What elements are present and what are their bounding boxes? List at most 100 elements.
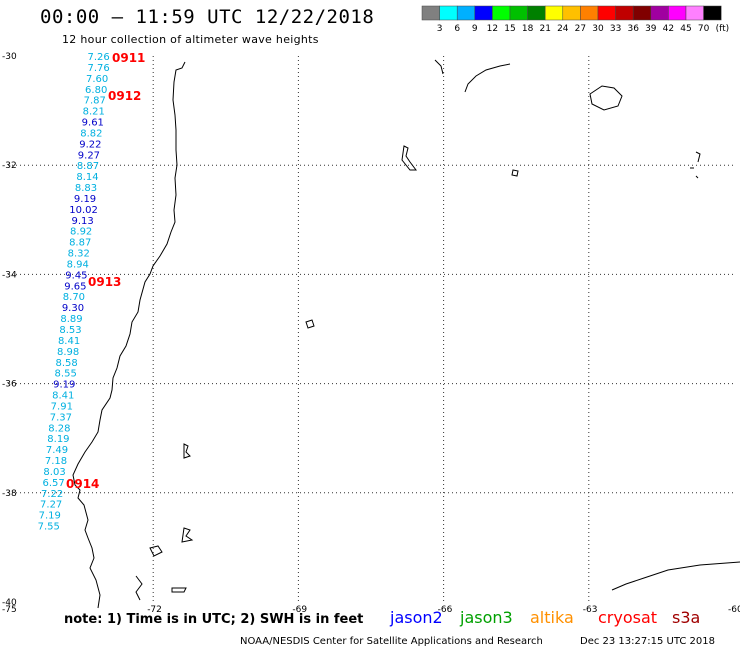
wave-height-value: 7.19: [39, 511, 61, 522]
wave-height-value: 8.87: [77, 161, 99, 172]
wave-height-value: 9.19: [74, 194, 96, 205]
wave-height-value: 9.13: [71, 216, 93, 227]
islet-b: [511, 169, 519, 177]
wave-height-value: 8.41: [52, 391, 74, 402]
island-chiloe-c: [135, 575, 143, 601]
wave-height-value: 8.94: [67, 259, 89, 270]
wave-height-value: 7.55: [38, 522, 60, 533]
color-bin: [580, 5, 599, 21]
ne-coastline-b: [464, 63, 511, 93]
wave-height-value: 7.37: [50, 412, 72, 423]
island-chiloe-a: [181, 527, 194, 543]
wave-height-value: 6.57: [42, 478, 64, 489]
color-bin: [597, 5, 616, 21]
time-label: 0911: [112, 51, 145, 65]
color-bin: [474, 5, 493, 21]
color-bin: [544, 5, 564, 21]
wave-height-value: 8.98: [57, 347, 79, 358]
wave-height-value: 9.22: [79, 139, 101, 150]
satellite-legend-item: cryosat: [598, 608, 658, 627]
color-scale-unit: (ft): [716, 24, 730, 34]
footer-credit: NOAA/NESDIS Center for Satellite Applica…: [240, 636, 543, 647]
wave-height-value: 8.32: [68, 249, 90, 260]
wave-height-value: 7.60: [86, 74, 108, 85]
color-bin-label: 24: [557, 24, 569, 34]
wave-height-value: 8.58: [56, 358, 78, 369]
color-bin-label: 36: [627, 24, 639, 34]
east-islet-c: [695, 175, 699, 179]
coastline: [72, 59, 740, 609]
lon-tick-label: -63: [583, 605, 598, 615]
color-bin: [456, 5, 476, 21]
wave-height-value: 9.30: [62, 303, 84, 314]
wave-height-value: 8.83: [75, 183, 97, 194]
lat-tick-label: -30: [2, 52, 17, 62]
wave-height-value: 8.92: [70, 227, 92, 238]
color-bin-label: 6: [454, 24, 460, 34]
wave-height-value: 8.19: [47, 434, 69, 445]
ne-coastline-a: [434, 59, 444, 75]
page-subtitle: 12 hour collection of altimeter wave hei…: [62, 33, 319, 46]
color-bin: [527, 5, 546, 21]
wave-height-value: 8.70: [63, 292, 85, 303]
color-bin-label: 15: [504, 24, 515, 34]
wave-height-value: 7.91: [51, 401, 73, 412]
lon-tick-label: -60: [728, 605, 740, 615]
color-bin: [509, 5, 528, 21]
wave-height-value: 7.49: [46, 445, 68, 456]
color-bin: [615, 5, 634, 21]
lon-tick-label: -69: [292, 605, 307, 615]
satellite-legend-item: jason3: [460, 608, 513, 627]
color-bin: [668, 5, 687, 21]
color-scale-legend: 3 6 9 12 15 18 21 24 27 30 33 36 39 42 45 70 (ft): [421, 5, 730, 34]
ne-island: [589, 85, 623, 111]
color-bin-label: 39: [645, 24, 657, 34]
color-bin: [632, 5, 652, 21]
color-bin-label: 12: [487, 24, 498, 34]
color-bin-label: 33: [610, 24, 621, 34]
color-bin: [439, 5, 458, 21]
lat-tick-label: -38: [2, 489, 17, 499]
color-bin-label: 27: [575, 24, 586, 34]
lon-tick-label: -66: [438, 605, 453, 615]
satellite-legend-item: altika: [530, 608, 574, 627]
wave-height-value: 8.03: [43, 467, 65, 478]
wave-height-value: 7.18: [45, 456, 67, 467]
wave-height-value: 8.55: [55, 369, 77, 380]
se-coastline: [611, 561, 740, 591]
satellite-legend-item: s3a: [672, 608, 701, 627]
wave-height-value: 10.02: [69, 205, 98, 216]
color-bin-label: 18: [522, 24, 534, 34]
wave-height-value: 8.28: [48, 423, 70, 434]
island-juan-fernandez: [305, 319, 315, 329]
island-chiloe-d: [171, 587, 187, 593]
color-bin-label: 42: [663, 24, 674, 34]
page-title: 00:00 – 11:59 UTC 12/22/2018: [40, 6, 375, 28]
color-bin: [703, 5, 722, 21]
lat-tick-label: -34: [2, 270, 17, 280]
chile-coastline: [72, 61, 186, 609]
wave-height-value: 7.87: [84, 96, 106, 107]
wave-height-value: 8.14: [76, 172, 98, 183]
color-bin: [562, 5, 581, 21]
islet-a: [401, 145, 417, 171]
color-bin-label: 9: [472, 24, 478, 34]
color-bin-label: 70: [698, 24, 710, 34]
graticule: [8, 56, 734, 602]
footer-note: note: 1) Time is in UTC; 2) SWH is in fe…: [64, 612, 364, 627]
lat-tick-label: -40: [2, 598, 17, 608]
island-chiloe-b: [149, 545, 163, 557]
wave-height-value: 9.19: [53, 380, 75, 391]
wave-height-value: 8.21: [83, 107, 105, 118]
color-bin-label: 3: [437, 24, 443, 34]
color-bin-label: 21: [539, 24, 550, 34]
wave-height-value: 9.45: [65, 270, 87, 281]
island-mocha: [183, 443, 191, 459]
satellite-legend-item: jason2: [390, 608, 443, 627]
lon-tick-label: -75: [2, 605, 17, 615]
color-bin: [421, 5, 440, 21]
east-islet-a: [695, 151, 701, 163]
wave-height-value: 7.26: [87, 52, 109, 63]
